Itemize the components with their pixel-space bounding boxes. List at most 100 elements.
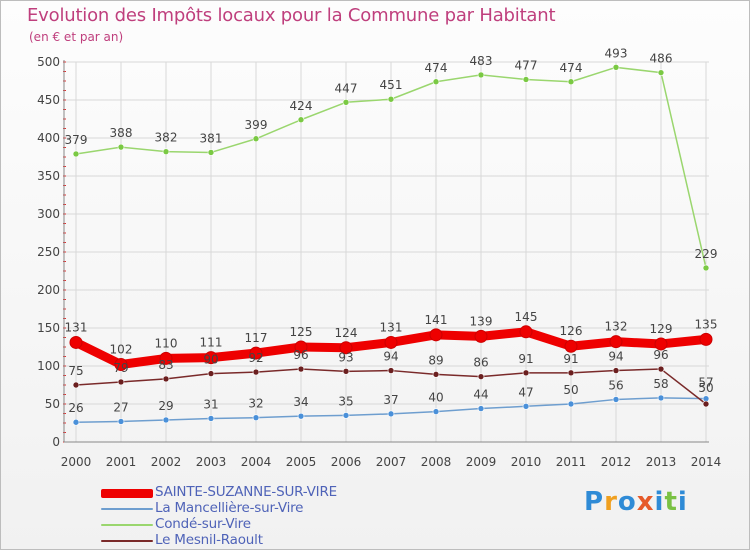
data-label: 125 <box>290 325 313 339</box>
data-label: 229 <box>695 247 718 261</box>
data-point <box>474 329 488 343</box>
data-point <box>612 367 620 374</box>
y-tick-label: 500 <box>37 55 60 69</box>
data-label: 92 <box>248 351 263 365</box>
chart-title: Evolution des Impôts locaux pour la Comm… <box>27 5 556 26</box>
data-label: 424 <box>290 99 313 113</box>
data-point <box>567 369 575 377</box>
data-label: 44 <box>473 388 488 402</box>
data-point <box>657 69 665 76</box>
data-label: 382 <box>155 131 178 145</box>
data-point <box>342 412 350 419</box>
data-point <box>429 328 443 342</box>
data-point <box>339 341 353 355</box>
data-point <box>69 335 83 349</box>
data-label: 94 <box>383 350 398 364</box>
data-label: 486 <box>650 52 673 66</box>
data-point <box>72 418 80 426</box>
data-label: 110 <box>155 336 178 350</box>
x-tick-label: 2009 <box>466 455 497 469</box>
y-tick-label: 150 <box>37 321 60 335</box>
logo-letter: x <box>636 487 655 517</box>
data-point <box>657 394 665 402</box>
data-point <box>654 337 668 351</box>
data-label: 91 <box>563 352 578 366</box>
y-tick-label: 200 <box>37 283 60 297</box>
data-point <box>207 370 215 377</box>
proxiti-logo: Proxiti <box>584 487 688 517</box>
data-label: 126 <box>560 324 583 338</box>
data-label: 75 <box>68 364 83 378</box>
y-tick-label: 50 <box>45 397 60 411</box>
data-label: 474 <box>560 61 583 75</box>
x-tick-label: 2011 <box>556 455 587 469</box>
data-label: 399 <box>245 118 268 132</box>
data-point <box>294 340 308 354</box>
data-label: 40 <box>428 391 443 405</box>
x-tick-label: 2013 <box>646 455 677 469</box>
data-label: 102 <box>110 342 133 356</box>
data-label: 35 <box>338 394 353 408</box>
data-point <box>522 76 530 83</box>
legend-label: Le Mesnil-Raoult <box>155 532 263 548</box>
data-label: 86 <box>473 356 488 370</box>
data-point <box>342 98 350 106</box>
data-label: 451 <box>380 78 403 92</box>
y-tick-label: 100 <box>37 359 60 373</box>
data-label: 57 <box>698 376 713 390</box>
legend-swatch <box>101 524 153 526</box>
x-tick-label: 2012 <box>601 455 632 469</box>
data-label: 447 <box>335 81 358 95</box>
data-point <box>432 371 440 378</box>
data-point <box>477 71 485 79</box>
data-point <box>387 410 395 418</box>
data-point <box>252 414 260 421</box>
y-tick-label: 300 <box>37 207 60 221</box>
data-label: 379 <box>65 133 88 147</box>
logo-letter: o <box>617 487 637 517</box>
logo-letter: t <box>664 487 678 517</box>
x-tick-label: 2003 <box>196 455 227 469</box>
data-point <box>297 116 305 124</box>
data-point <box>162 375 170 383</box>
data-label: 50 <box>698 381 713 395</box>
data-point <box>612 396 620 403</box>
data-point <box>162 148 170 155</box>
x-tick-label: 2004 <box>241 455 272 469</box>
x-tick-label: 2006 <box>331 455 362 469</box>
data-label: 90 <box>203 353 218 367</box>
data-label: 141 <box>425 313 448 327</box>
data-label: 124 <box>335 326 358 340</box>
data-point <box>207 415 215 422</box>
data-label: 129 <box>650 322 673 336</box>
legend-swatch <box>101 488 153 498</box>
data-label: 47 <box>518 385 533 399</box>
legend-label: La Mancellière-sur-Vire <box>155 500 304 516</box>
data-point <box>432 78 440 86</box>
x-tick-label: 2001 <box>106 455 137 469</box>
data-label: 131 <box>65 320 88 334</box>
data-point <box>387 367 395 374</box>
data-point <box>564 339 578 353</box>
data-point <box>702 400 710 408</box>
data-label: 96 <box>653 348 668 362</box>
data-point <box>609 335 623 349</box>
data-point <box>612 64 620 71</box>
data-label: 27 <box>113 400 128 414</box>
x-tick-label: 2010 <box>511 455 542 469</box>
data-point <box>249 346 263 360</box>
data-label: 94 <box>608 350 623 364</box>
data-point <box>114 357 128 371</box>
data-point <box>204 351 218 365</box>
data-label: 37 <box>383 393 398 407</box>
data-point <box>252 135 260 143</box>
data-point <box>72 150 80 158</box>
data-point <box>522 369 530 377</box>
logo-letter: i <box>677 487 688 517</box>
data-point <box>519 325 533 339</box>
data-point <box>657 365 665 373</box>
data-point <box>567 78 575 86</box>
data-point <box>702 264 710 272</box>
data-point <box>207 149 215 156</box>
data-label: 483 <box>470 54 493 68</box>
